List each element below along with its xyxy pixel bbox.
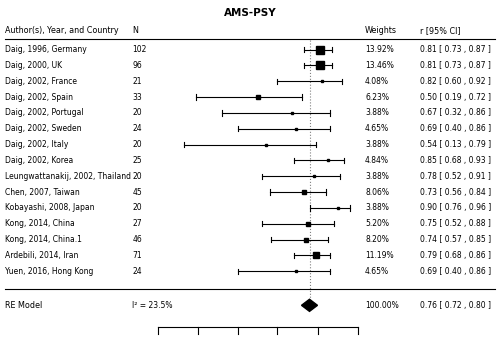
Text: 8.06%: 8.06% [365,188,389,196]
Polygon shape [302,299,318,311]
Text: 13.92%: 13.92% [365,45,394,54]
Text: Daig, 2002, Spain: Daig, 2002, Spain [5,93,73,101]
Text: r [95% CI]: r [95% CI] [420,26,461,35]
Text: 20: 20 [132,140,142,149]
Text: 33: 33 [132,93,142,101]
Text: Daig, 1996, Germany: Daig, 1996, Germany [5,45,87,54]
Text: 46: 46 [132,235,142,244]
Text: Daig, 2002, France: Daig, 2002, France [5,77,77,86]
Text: Weights: Weights [365,26,397,35]
Text: 0.75 [ 0.52 , 0.88 ]: 0.75 [ 0.52 , 0.88 ] [420,219,491,228]
Text: 102: 102 [132,45,147,54]
Text: 45: 45 [132,188,142,196]
Text: 0.78 [ 0.52 , 0.91 ]: 0.78 [ 0.52 , 0.91 ] [420,172,491,181]
Text: 20: 20 [132,172,142,181]
Text: 3.88%: 3.88% [365,109,389,117]
Text: 8.20%: 8.20% [365,235,389,244]
Text: 4.65%: 4.65% [365,267,389,276]
Text: Daig, 2002, Italy: Daig, 2002, Italy [5,140,68,149]
Text: 21: 21 [132,77,142,86]
Text: Daig, 2002, Sweden: Daig, 2002, Sweden [5,124,82,133]
Text: Ardebili, 2014, Iran: Ardebili, 2014, Iran [5,251,78,260]
Text: 96: 96 [132,61,142,70]
Text: Daig, 2002, Korea: Daig, 2002, Korea [5,156,73,165]
Text: 0.74 [ 0.57 , 0.85 ]: 0.74 [ 0.57 , 0.85 ] [420,235,491,244]
Text: 100.00%: 100.00% [365,301,399,310]
Text: 0.73 [ 0.56 , 0.84 ]: 0.73 [ 0.56 , 0.84 ] [420,188,491,196]
Text: AMS-PSY: AMS-PSY [224,8,276,19]
Text: Daig, 2000, UK: Daig, 2000, UK [5,61,62,70]
Text: Daig, 2002, Portugal: Daig, 2002, Portugal [5,109,84,117]
Text: 0.69 [ 0.40 , 0.86 ]: 0.69 [ 0.40 , 0.86 ] [420,267,491,276]
Text: 3.88%: 3.88% [365,172,389,181]
Text: 0.69 [ 0.40 , 0.86 ]: 0.69 [ 0.40 , 0.86 ] [420,124,491,133]
Text: 0.79 [ 0.68 , 0.86 ]: 0.79 [ 0.68 , 0.86 ] [420,251,491,260]
Text: Kobayashi, 2008, Japan: Kobayashi, 2008, Japan [5,204,94,212]
Text: 13.46%: 13.46% [365,61,394,70]
Text: 4.65%: 4.65% [365,124,389,133]
Text: 20: 20 [132,204,142,212]
Text: Yuen, 2016, Hong Kong: Yuen, 2016, Hong Kong [5,267,94,276]
Text: N: N [132,26,138,35]
Text: 5.20%: 5.20% [365,219,389,228]
Text: 3.88%: 3.88% [365,140,389,149]
Text: 0.90 [ 0.76 , 0.96 ]: 0.90 [ 0.76 , 0.96 ] [420,204,491,212]
Text: 4.84%: 4.84% [365,156,389,165]
Text: 25: 25 [132,156,142,165]
Text: 27: 27 [132,219,142,228]
Text: 20: 20 [132,109,142,117]
Text: 3.88%: 3.88% [365,204,389,212]
Text: Kong, 2014, China.1: Kong, 2014, China.1 [5,235,82,244]
Text: 24: 24 [132,267,142,276]
Text: 0.81 [ 0.73 , 0.87 ]: 0.81 [ 0.73 , 0.87 ] [420,45,491,54]
Text: Author(s), Year, and Country: Author(s), Year, and Country [5,26,118,35]
Text: 0.82 [ 0.60 , 0.92 ]: 0.82 [ 0.60 , 0.92 ] [420,77,491,86]
Text: 0.85 [ 0.68 , 0.93 ]: 0.85 [ 0.68 , 0.93 ] [420,156,491,165]
Text: 71: 71 [132,251,142,260]
Text: 4.08%: 4.08% [365,77,389,86]
Text: 6.23%: 6.23% [365,93,389,101]
Text: 11.19%: 11.19% [365,251,394,260]
Text: 0.50 [ 0.19 , 0.72 ]: 0.50 [ 0.19 , 0.72 ] [420,93,491,101]
Text: RE Model: RE Model [5,301,42,310]
Text: Chen, 2007, Taiwan: Chen, 2007, Taiwan [5,188,80,196]
Text: 0.76 [ 0.72 , 0.80 ]: 0.76 [ 0.72 , 0.80 ] [420,301,491,310]
Text: Kong, 2014, China: Kong, 2014, China [5,219,75,228]
Text: I² = 23.5%: I² = 23.5% [132,301,173,310]
Text: 24: 24 [132,124,142,133]
Text: Leungwattanakij, 2002, Thailand: Leungwattanakij, 2002, Thailand [5,172,131,181]
Text: 0.54 [ 0.13 , 0.79 ]: 0.54 [ 0.13 , 0.79 ] [420,140,491,149]
Text: 0.67 [ 0.32 , 0.86 ]: 0.67 [ 0.32 , 0.86 ] [420,109,491,117]
Text: 0.81 [ 0.73 , 0.87 ]: 0.81 [ 0.73 , 0.87 ] [420,61,491,70]
